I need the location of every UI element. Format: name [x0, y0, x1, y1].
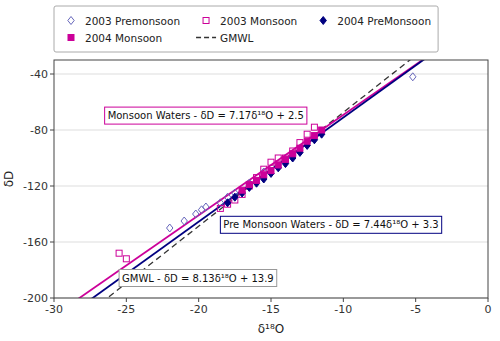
- point: [319, 127, 325, 133]
- legend-symbol: [196, 37, 216, 38]
- point: [181, 217, 187, 225]
- annotation-text: Pre Monsoon Waters - δD = 7.44δ¹⁸O + 3.3: [223, 219, 438, 230]
- annotation: Pre Monsoon Waters - δD = 7.44δ¹⁸O + 3.3: [220, 216, 441, 233]
- regression-line: [54, 60, 488, 298]
- point: [123, 256, 129, 262]
- scatter-series: [239, 127, 325, 193]
- legend-frame: [54, 6, 438, 52]
- x-tick: [415, 298, 416, 302]
- point: [304, 138, 310, 144]
- x-tick-label: -15: [262, 303, 280, 316]
- y-tick-label: -120: [23, 180, 48, 193]
- x-tick: [488, 298, 489, 302]
- annotation: GMWL - δD = 8.13δ¹⁸O + 13.9: [119, 270, 277, 287]
- x-tick-label: 0: [485, 303, 492, 316]
- point: [246, 182, 252, 188]
- scatter-series: [224, 130, 324, 207]
- point: [217, 205, 223, 211]
- annotation-box: [119, 270, 277, 287]
- point: [261, 172, 267, 178]
- legend-item: GMWL: [196, 32, 254, 44]
- grid-line: [54, 130, 488, 131]
- point: [290, 151, 296, 157]
- chart: -30-25-20-15-10-50-200-160-120-80-40δ¹⁸O…: [0, 0, 500, 341]
- point: [268, 159, 274, 165]
- legend-item: 2003 Monsoon: [203, 15, 297, 27]
- legend-symbol: [68, 35, 74, 41]
- point: [232, 193, 238, 201]
- y-tick: [50, 186, 54, 187]
- point: [224, 199, 230, 207]
- grid-line: [54, 242, 488, 243]
- point: [116, 250, 122, 256]
- grid-line: [54, 74, 488, 75]
- point: [246, 179, 252, 187]
- scatter-series: [167, 73, 416, 232]
- scatter-series: [116, 124, 317, 262]
- x-tick-label: -5: [410, 303, 421, 316]
- point: [275, 162, 281, 168]
- x-tick-label: -25: [117, 303, 135, 316]
- y-tick-label: -80: [30, 124, 48, 137]
- x-tick: [198, 298, 199, 302]
- y-tick-label: -40: [30, 68, 48, 81]
- y-tick: [50, 74, 54, 75]
- legend-symbol: [68, 17, 74, 25]
- axes: -30-25-20-15-10-50-200-160-120-80-40: [23, 68, 491, 316]
- point: [167, 224, 173, 232]
- annotation-box: [220, 216, 441, 233]
- point: [311, 124, 317, 130]
- point: [193, 210, 199, 218]
- point: [198, 206, 204, 214]
- x-tick: [271, 298, 272, 302]
- point: [410, 73, 416, 81]
- legend-symbol: [203, 18, 209, 24]
- point: [304, 131, 310, 137]
- regression-line: [54, 60, 488, 298]
- x-axis-label: δ¹⁸O: [258, 322, 284, 336]
- legend-label: GMWL: [220, 32, 254, 44]
- plot-frame: [54, 60, 488, 298]
- point: [239, 187, 245, 193]
- legend-item: 2004 Monsoon: [68, 32, 162, 44]
- x-tick-label: -20: [190, 303, 208, 316]
- x-tick: [126, 298, 127, 302]
- legend-symbol: [320, 17, 326, 25]
- legend-label: 2004 PreMonsoon: [337, 15, 431, 27]
- y-tick-label: -160: [23, 236, 48, 249]
- y-axis-label: δD: [2, 171, 16, 188]
- point: [275, 155, 281, 161]
- x-tick-label: -10: [334, 303, 352, 316]
- legend-label: 2003 Monsoon: [220, 15, 297, 27]
- annotation: Monsoon Waters - δD = 7.17δ¹⁸O + 2.5: [105, 107, 307, 124]
- point: [282, 156, 288, 162]
- point: [297, 145, 303, 151]
- point: [311, 133, 317, 139]
- legend-label: 2003 Premonsoon: [85, 15, 180, 27]
- y-tick: [50, 298, 54, 299]
- legend-item: 2004 PreMonsoon: [320, 15, 431, 27]
- grid: [54, 74, 488, 298]
- x-tick: [343, 298, 344, 302]
- y-tick: [50, 130, 54, 131]
- regression-line: [54, 60, 488, 298]
- grid-line: [54, 186, 488, 187]
- point: [254, 177, 260, 183]
- annotation-text: Monsoon Waters - δD = 7.17δ¹⁸O + 2.5: [108, 110, 304, 121]
- legend-item: 2003 Premonsoon: [68, 15, 180, 27]
- legend-label: 2004 Monsoon: [85, 32, 162, 44]
- y-tick-label: -200: [23, 292, 48, 305]
- annotations: Monsoon Waters - δD = 7.17δ¹⁸O + 2.5 Pre …: [105, 107, 442, 286]
- annotation-text: GMWL - δD = 8.13δ¹⁸O + 13.9: [122, 273, 274, 284]
- y-tick: [50, 242, 54, 243]
- point: [268, 168, 274, 174]
- legend: 2003 Premonsoon 2003 Monsoon 2004 PreMonso…: [54, 6, 438, 52]
- annotation-box: [105, 107, 307, 124]
- x-tick: [54, 298, 55, 302]
- plot-area: [54, 60, 488, 298]
